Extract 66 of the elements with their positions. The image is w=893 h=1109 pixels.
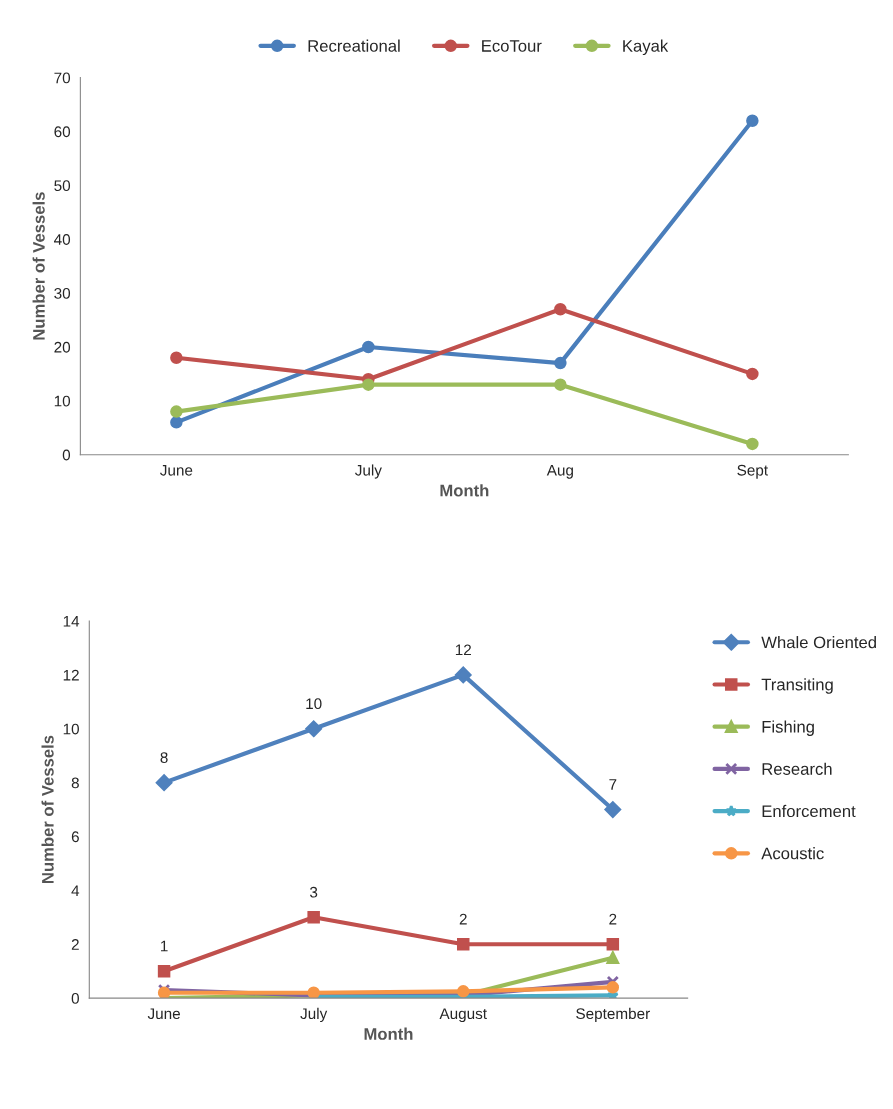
y-tick-label: 10 xyxy=(54,395,71,407)
legend-label: Acoustic xyxy=(761,847,824,860)
point xyxy=(606,937,620,951)
point xyxy=(305,720,322,738)
x-tick-label: August xyxy=(439,1008,487,1023)
legend-label: Recreational xyxy=(308,39,400,52)
y-tick-label: 2 xyxy=(71,939,79,950)
legend-label: Whale Oriented xyxy=(761,636,876,649)
point xyxy=(307,911,320,924)
data-label: 10 xyxy=(306,698,322,710)
x-tick-label: June xyxy=(160,464,193,476)
legend-label: Fishing xyxy=(762,720,814,736)
y-tick-label: 0 xyxy=(62,449,71,461)
x-axis-title: Month xyxy=(440,484,489,497)
point xyxy=(170,416,183,429)
point xyxy=(155,774,173,791)
legend-label: EcoTour xyxy=(482,40,542,52)
data-label: 8 xyxy=(160,752,168,763)
legend-label: Enforcement xyxy=(762,804,856,818)
y-tick-label: 0 xyxy=(71,992,79,1004)
y-tick-label: 60 xyxy=(54,126,71,138)
y-tick-label: 20 xyxy=(54,341,71,353)
point xyxy=(456,937,470,951)
y-tick-label: 12 xyxy=(63,669,79,681)
data-label: 7 xyxy=(609,779,617,790)
y-tick-label: 50 xyxy=(54,180,71,192)
point xyxy=(746,437,759,451)
point xyxy=(554,303,567,316)
data-label: 2 xyxy=(459,913,467,925)
y-tick-label: 40 xyxy=(54,234,71,245)
point xyxy=(170,351,183,364)
data-label: 2 xyxy=(609,913,617,925)
point xyxy=(746,367,759,381)
point xyxy=(362,378,375,391)
x-tick-label: July xyxy=(300,1007,328,1023)
point xyxy=(157,964,171,978)
point xyxy=(554,356,567,370)
y-axis-title: Number of Vessels xyxy=(41,735,54,884)
legend-label: Transiting xyxy=(761,678,833,694)
x-tick-label: June xyxy=(147,1008,180,1020)
y-tick-label: 70 xyxy=(54,72,71,84)
x-axis-title: Month xyxy=(364,1027,413,1040)
x-tick-label: July xyxy=(355,464,382,479)
point xyxy=(606,981,620,994)
y-axis-title: Number of Vessels xyxy=(32,192,45,340)
y-tick-label: 10 xyxy=(63,723,79,735)
y-tick-label: 4 xyxy=(71,885,80,896)
x-tick-label: Aug xyxy=(546,464,573,479)
point xyxy=(746,114,759,127)
point xyxy=(604,801,622,818)
y-tick-label: 6 xyxy=(71,831,79,843)
x-tick-label: Sept xyxy=(737,464,768,479)
point xyxy=(454,666,472,684)
data-label: 1 xyxy=(161,940,168,952)
point xyxy=(554,378,567,391)
point xyxy=(362,340,375,354)
data-label: 3 xyxy=(310,886,318,898)
legend-label: Research xyxy=(762,762,832,775)
point xyxy=(606,951,620,964)
point xyxy=(170,405,183,418)
y-tick-label: 8 xyxy=(71,777,79,789)
x-tick-label: September xyxy=(576,1007,650,1023)
y-tick-label: 30 xyxy=(54,287,71,299)
y-tick-label: 14 xyxy=(63,616,80,627)
data-label: 12 xyxy=(455,644,471,656)
legend-label: Kayak xyxy=(623,39,669,56)
